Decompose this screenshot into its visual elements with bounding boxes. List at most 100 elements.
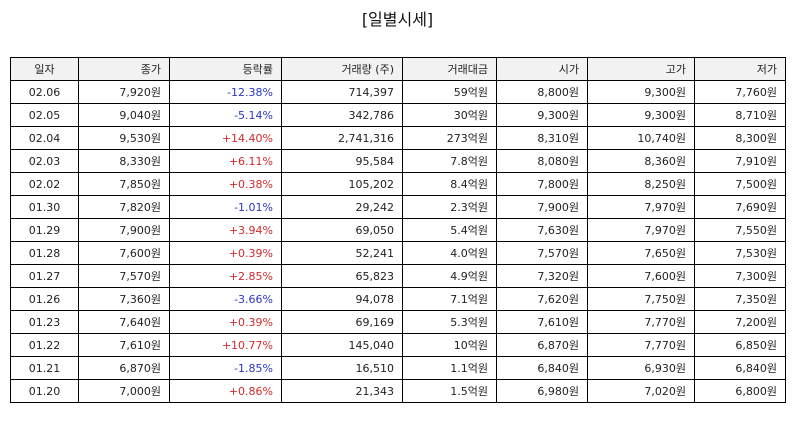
low-cell: 8,710원 bbox=[694, 103, 786, 127]
trade-value-cell: 5.3억원 bbox=[402, 310, 497, 334]
high-cell: 8,250원 bbox=[587, 172, 695, 196]
low-cell: 7,550원 bbox=[694, 218, 786, 242]
volume-cell: 21,343 bbox=[281, 379, 403, 403]
header-volume: 거래량 (주) bbox=[281, 57, 403, 81]
volume-cell: 105,202 bbox=[281, 172, 403, 196]
date-cell: 02.06 bbox=[10, 80, 79, 104]
high-cell: 9,300원 bbox=[587, 80, 695, 104]
date-cell: 02.05 bbox=[10, 103, 79, 127]
low-cell: 7,500원 bbox=[694, 172, 786, 196]
table-row: 01.27 7,570원 +2.85% 65,823 4.9억원 7,320원 7,600원… bbox=[10, 264, 786, 288]
high-cell: 7,770원 bbox=[587, 333, 695, 357]
change-rate-cell: +0.38% bbox=[169, 172, 282, 196]
close-cell: 7,360원 bbox=[78, 287, 170, 311]
page-title: [일별시세] bbox=[361, 10, 434, 29]
change-rate-cell: +0.86% bbox=[169, 379, 282, 403]
low-cell: 6,800원 bbox=[694, 379, 786, 403]
close-cell: 9,530원 bbox=[78, 126, 170, 150]
date-cell: 01.22 bbox=[10, 333, 79, 357]
header-low: 저가 bbox=[694, 57, 786, 81]
change-rate-cell: -1.01% bbox=[169, 195, 282, 219]
volume-cell: 52,241 bbox=[281, 241, 403, 265]
volume-cell: 69,169 bbox=[281, 310, 403, 334]
change-rate-cell: +14.40% bbox=[169, 126, 282, 150]
table-row: 02.06 7,920원 -12.38% 714,397 59억원 8,800원 9,300… bbox=[10, 80, 786, 104]
table-row: 02.04 9,530원 +14.40% 2,741,316 273억원 8,310원 10… bbox=[10, 126, 786, 150]
open-cell: 7,630원 bbox=[496, 218, 588, 242]
trade-value-cell: 7.1억원 bbox=[402, 287, 497, 311]
volume-cell: 2,741,316 bbox=[281, 126, 403, 150]
volume-cell: 342,786 bbox=[281, 103, 403, 127]
open-cell: 7,620원 bbox=[496, 287, 588, 311]
change-rate-cell: -1.85% bbox=[169, 356, 282, 380]
close-cell: 7,850원 bbox=[78, 172, 170, 196]
volume-cell: 16,510 bbox=[281, 356, 403, 380]
open-cell: 7,800원 bbox=[496, 172, 588, 196]
open-cell: 8,800원 bbox=[496, 80, 588, 104]
low-cell: 7,690원 bbox=[694, 195, 786, 219]
table-row: 02.03 8,330원 +6.11% 95,584 7.8억원 8,080원 8,360원… bbox=[10, 149, 786, 173]
table-row: 02.05 9,040원 -5.14% 342,786 30억원 9,300원 9,300원… bbox=[10, 103, 786, 127]
date-cell: 01.29 bbox=[10, 218, 79, 242]
daily-price-table: 일자 종가 등락률 거래량 (주) 거래대금 시가 고가 저가 02.06 7,920원 -12.… bbox=[10, 57, 786, 403]
volume-cell: 95,584 bbox=[281, 149, 403, 173]
low-cell: 7,530원 bbox=[694, 241, 786, 265]
date-cell: 01.30 bbox=[10, 195, 79, 219]
open-cell: 6,980원 bbox=[496, 379, 588, 403]
low-cell: 7,760원 bbox=[694, 80, 786, 104]
change-rate-cell: -5.14% bbox=[169, 103, 282, 127]
close-cell: 7,640원 bbox=[78, 310, 170, 334]
trade-value-cell: 7.8억원 bbox=[402, 149, 497, 173]
trade-value-cell: 273억원 bbox=[402, 126, 497, 150]
date-cell: 02.03 bbox=[10, 149, 79, 173]
table-row: 01.26 7,360원 -3.66% 94,078 7.1억원 7,620원 7,750원… bbox=[10, 287, 786, 311]
close-cell: 7,000원 bbox=[78, 379, 170, 403]
date-cell: 01.26 bbox=[10, 287, 79, 311]
date-cell: 02.04 bbox=[10, 126, 79, 150]
table-row: 01.29 7,900원 +3.94% 69,050 5.4억원 7,630원 7,970원… bbox=[10, 218, 786, 242]
table-row: 01.28 7,600원 +0.39% 52,241 4.0억원 7,570원 7,650원… bbox=[10, 241, 786, 265]
high-cell: 7,750원 bbox=[587, 287, 695, 311]
trade-value-cell: 2.3억원 bbox=[402, 195, 497, 219]
close-cell: 7,570원 bbox=[78, 264, 170, 288]
change-rate-cell: -12.38% bbox=[169, 80, 282, 104]
open-cell: 7,900원 bbox=[496, 195, 588, 219]
low-cell: 8,300원 bbox=[694, 126, 786, 150]
low-cell: 7,300원 bbox=[694, 264, 786, 288]
high-cell: 8,360원 bbox=[587, 149, 695, 173]
trade-value-cell: 10억원 bbox=[402, 333, 497, 357]
high-cell: 7,970원 bbox=[587, 218, 695, 242]
change-rate-cell: +0.39% bbox=[169, 310, 282, 334]
open-cell: 8,080원 bbox=[496, 149, 588, 173]
low-cell: 6,850원 bbox=[694, 333, 786, 357]
open-cell: 6,870원 bbox=[496, 333, 588, 357]
change-rate-cell: -3.66% bbox=[169, 287, 282, 311]
table-row: 01.21 6,870원 -1.85% 16,510 1.1억원 6,840원 6,930원… bbox=[10, 356, 786, 380]
close-cell: 8,330원 bbox=[78, 149, 170, 173]
high-cell: 7,020원 bbox=[587, 379, 695, 403]
open-cell: 7,570원 bbox=[496, 241, 588, 265]
volume-cell: 69,050 bbox=[281, 218, 403, 242]
high-cell: 7,770원 bbox=[587, 310, 695, 334]
trade-value-cell: 30억원 bbox=[402, 103, 497, 127]
open-cell: 9,300원 bbox=[496, 103, 588, 127]
close-cell: 7,600원 bbox=[78, 241, 170, 265]
change-rate-cell: +0.39% bbox=[169, 241, 282, 265]
header-close: 종가 bbox=[78, 57, 170, 81]
trade-value-cell: 8.4억원 bbox=[402, 172, 497, 196]
change-rate-cell: +2.85% bbox=[169, 264, 282, 288]
volume-cell: 29,242 bbox=[281, 195, 403, 219]
table-row: 01.20 7,000원 +0.86% 21,343 1.5억원 6,980원 7,020원… bbox=[10, 379, 786, 403]
change-rate-cell: +10.77% bbox=[169, 333, 282, 357]
trade-value-cell: 1.5억원 bbox=[402, 379, 497, 403]
table-row: 02.02 7,850원 +0.38% 105,202 8.4억원 7,800원 8,250… bbox=[10, 172, 786, 196]
open-cell: 7,320원 bbox=[496, 264, 588, 288]
trade-value-cell: 4.9억원 bbox=[402, 264, 497, 288]
close-cell: 7,610원 bbox=[78, 333, 170, 357]
table-body: 02.06 7,920원 -12.38% 714,397 59억원 8,800원 9,300… bbox=[10, 80, 786, 403]
close-cell: 9,040원 bbox=[78, 103, 170, 127]
high-cell: 9,300원 bbox=[587, 103, 695, 127]
change-rate-cell: +3.94% bbox=[169, 218, 282, 242]
low-cell: 7,200원 bbox=[694, 310, 786, 334]
trade-value-cell: 1.1억원 bbox=[402, 356, 497, 380]
